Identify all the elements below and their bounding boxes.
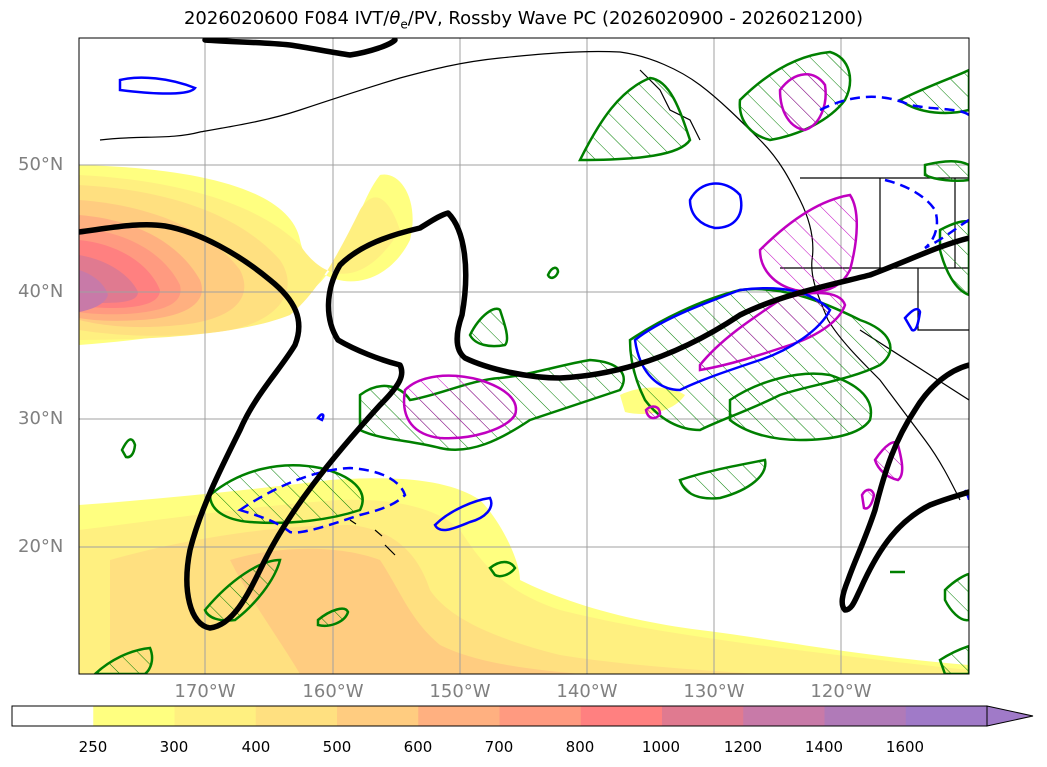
colorbar-swatch [337, 706, 419, 726]
colorbar-swatch [12, 706, 94, 726]
lon-label-130w: 130°W [683, 681, 745, 702]
colorbar-swatch [255, 706, 338, 726]
lat-label-30: 30°N [18, 408, 64, 429]
cb-label-1400: 1400 [804, 738, 844, 756]
lat-label-40: 40°N [18, 281, 64, 302]
colorbar-swatch [499, 706, 582, 726]
colorbar-swatch [743, 706, 825, 726]
cb-label-800: 800 [565, 738, 595, 756]
wave-line-main [79, 210, 969, 631]
lon-label-120w: 120°W [810, 681, 872, 702]
lon-label-170w: 170°W [174, 681, 236, 702]
blue-contours [118, 76, 969, 534]
colorbar-swatch [580, 706, 663, 726]
colorbar-swatch [905, 706, 988, 726]
cb-label-1600: 1600 [885, 738, 925, 756]
cb-label-700: 700 [484, 738, 514, 756]
lon-label-160w: 160°W [302, 681, 364, 702]
colorbar-swatch [418, 706, 500, 726]
cb-label-300: 300 [159, 738, 189, 756]
colorbar-extend-arrow [986, 705, 1034, 727]
cb-label-600: 600 [403, 738, 433, 756]
wave-line-northwest [202, 38, 398, 58]
cb-label-250: 250 [78, 738, 108, 756]
wave-line-southeast [839, 362, 969, 613]
colorbar-frame [11, 705, 988, 727]
rossby-wave-lines [79, 38, 969, 631]
lat-label-50: 50°N [18, 154, 64, 175]
map-frame [78, 37, 970, 675]
cb-label-1200: 1200 [723, 738, 763, 756]
colorbar-swatch [174, 706, 257, 726]
colorbar-swatches [12, 706, 988, 726]
lat-label-20: 20°N [18, 536, 64, 557]
colorbar [11, 705, 1034, 727]
colorbar-swatch [93, 706, 175, 726]
cb-label-1000: 1000 [641, 738, 681, 756]
map-title: 2026020600 F084 IVT/θe/PV, Rossby Wave P… [183, 8, 863, 32]
colorbar-swatch [824, 706, 907, 726]
lon-label-140w: 140°W [556, 681, 618, 702]
cb-label-400: 400 [241, 738, 271, 756]
cb-label-500: 500 [322, 738, 352, 756]
colorbar-swatch [662, 706, 744, 726]
map-figure [78, 37, 970, 675]
lon-label-150w: 150°W [429, 681, 491, 702]
